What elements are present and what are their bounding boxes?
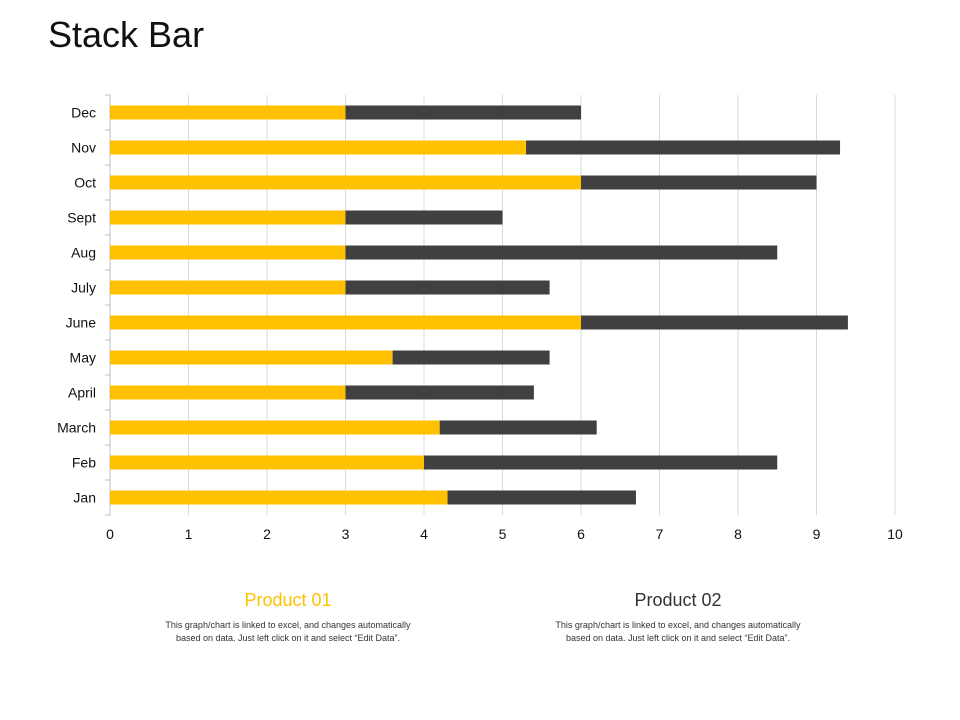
x-tick-label: 7 xyxy=(656,526,664,542)
bar-dec-series-1[interactable] xyxy=(110,105,346,120)
bar-oct-series-2[interactable] xyxy=(581,175,817,190)
bar-jan-series-2[interactable] xyxy=(447,490,636,505)
category-label-may: May xyxy=(70,350,96,366)
legend-desc-product-01: This graph/chart is linked to excel, and… xyxy=(165,620,411,643)
x-tick-label: 1 xyxy=(185,526,193,542)
bar-nov-series-2[interactable] xyxy=(526,140,841,155)
page-title: Stack Bar xyxy=(48,14,205,55)
bar-oct-series-1[interactable] xyxy=(110,175,581,190)
x-tick-label: 10 xyxy=(887,526,903,542)
category-label-april: April xyxy=(68,385,96,401)
chart-x-tick-labels: 0 1 2 3 4 5 6 7 8 9 10 xyxy=(106,526,903,542)
bar-june-series-2[interactable] xyxy=(581,315,848,330)
x-tick-label: 8 xyxy=(734,526,742,542)
legend-title-product-02: Product 02 xyxy=(634,590,722,610)
x-tick-label: 4 xyxy=(420,526,428,542)
x-tick-label: 0 xyxy=(106,526,114,542)
bar-sept-series-2[interactable] xyxy=(345,210,503,225)
category-label-jan: Jan xyxy=(73,490,96,506)
category-label-july: July xyxy=(71,280,96,296)
bar-aug-series-2[interactable] xyxy=(345,245,778,260)
x-tick-label: 2 xyxy=(263,526,271,542)
x-tick-label: 9 xyxy=(813,526,821,542)
chart-category-labels: Jan Feb March April May June July Aug Sept Oct Nov… xyxy=(57,105,96,506)
bar-july-series-1[interactable] xyxy=(110,280,346,295)
x-tick-label: 3 xyxy=(342,526,350,542)
category-label-march: March xyxy=(57,420,96,436)
legend-desc-product-02: This graph/chart is linked to excel, and… xyxy=(555,620,801,643)
category-label-aug: Aug xyxy=(71,245,96,261)
bar-may-series-1[interactable] xyxy=(110,350,393,365)
stacked-bar-chart[interactable]: Jan Feb March April May June July Aug Sept Oct Nov… xyxy=(0,0,960,560)
bar-march-series-1[interactable] xyxy=(110,420,440,435)
category-label-dec: Dec xyxy=(71,105,96,121)
bar-nov-series-1[interactable] xyxy=(110,140,527,155)
category-label-sept: Sept xyxy=(67,210,96,226)
x-tick-label: 5 xyxy=(499,526,507,542)
bar-may-series-2[interactable] xyxy=(392,350,550,365)
chart-bars xyxy=(110,105,848,505)
bar-june-series-1[interactable] xyxy=(110,315,581,330)
legend-product-02: Product 02 This graph/chart is linked to… xyxy=(548,590,808,645)
category-label-feb: Feb xyxy=(72,455,96,471)
category-label-june: June xyxy=(66,315,97,331)
bar-sept-series-1[interactable] xyxy=(110,210,346,225)
bar-dec-series-2[interactable] xyxy=(345,105,582,120)
chart-gridlines xyxy=(105,94,896,516)
bar-aug-series-1[interactable] xyxy=(110,245,346,260)
legend-product-01: Product 01 This graph/chart is linked to… xyxy=(158,590,418,645)
x-tick-label: 6 xyxy=(577,526,585,542)
bar-april-series-1[interactable] xyxy=(110,385,346,400)
bar-april-series-2[interactable] xyxy=(345,385,534,400)
bar-july-series-2[interactable] xyxy=(345,280,550,295)
bar-feb-series-1[interactable] xyxy=(110,455,424,470)
bar-feb-series-2[interactable] xyxy=(424,455,778,470)
category-label-nov: Nov xyxy=(71,140,96,156)
bar-jan-series-1[interactable] xyxy=(110,490,448,505)
category-label-oct: Oct xyxy=(74,175,96,191)
legend-title-product-01: Product 01 xyxy=(244,590,332,610)
bar-march-series-2[interactable] xyxy=(439,420,597,435)
